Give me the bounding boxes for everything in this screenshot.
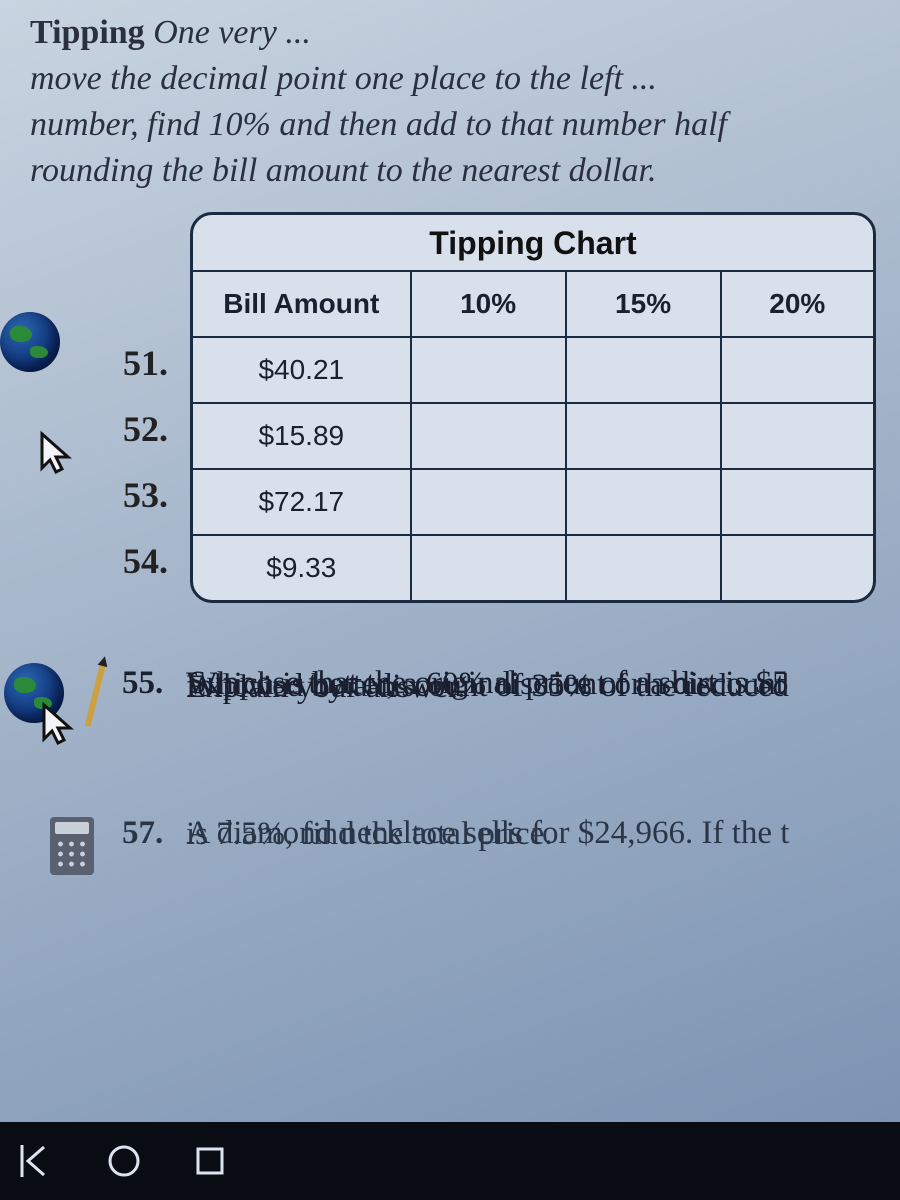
nav-recent-button[interactable] — [190, 1141, 230, 1181]
tipping-chart-table: Tipping Chart Bill Amount 10% 15% 20% $4… — [190, 212, 876, 603]
cell — [566, 535, 721, 600]
nav-home-button[interactable] — [104, 1141, 144, 1181]
row-number-53: 53. — [0, 462, 190, 528]
question-55: 55. Suppose that the original price of a… — [0, 661, 900, 721]
row-number-51: 51. — [0, 330, 190, 396]
cell-bill: $72.17 — [193, 469, 411, 535]
table-row: $72.17 — [193, 469, 873, 535]
cell-bill: $40.21 — [193, 337, 411, 403]
calculator-icon — [50, 817, 94, 875]
question-55-body: 55. Suppose that the original price of a… — [122, 661, 894, 711]
table-row: $9.33 — [193, 535, 873, 600]
row-number-label: 51. — [123, 342, 168, 384]
question-number: 57. — [122, 811, 180, 857]
globe-icon — [0, 312, 60, 372]
nav-back-button[interactable] — [18, 1141, 58, 1181]
question-57-icon-col — [0, 811, 122, 875]
row-number-label: 52. — [123, 408, 168, 450]
cell — [411, 535, 566, 600]
table-header-row: Bill Amount 10% 15% 20% — [193, 272, 873, 337]
textbook-page: Tipping One very ... move the decimal po… — [0, 0, 900, 875]
col-15pct: 15% — [566, 272, 721, 337]
pencil-icon — [85, 665, 106, 727]
heading-rest: One very ... — [145, 14, 311, 51]
cell — [566, 469, 721, 535]
cell — [566, 337, 721, 403]
col-bill-amount: Bill Amount — [193, 272, 411, 337]
cell — [411, 403, 566, 469]
row-number-54: 54. — [0, 528, 190, 594]
heading-line-1: Tipping One very ... — [0, 10, 900, 56]
cell — [721, 403, 873, 469]
cell-bill: $9.33 — [193, 535, 411, 600]
cell — [411, 337, 566, 403]
taskbar — [0, 1122, 900, 1200]
col-10pct: 10% — [411, 272, 566, 337]
section-heading: Tipping One very ... move the decimal po… — [0, 10, 900, 194]
heading-line-4: rounding the bill amount to the nearest … — [0, 148, 900, 194]
question-57-body: 57. A diamond necklace sells for $24,966… — [122, 811, 894, 858]
row-number-label: 54. — [123, 540, 168, 582]
cell — [721, 469, 873, 535]
question-55-icon-col — [0, 661, 122, 721]
chart-title: Tipping Chart — [193, 215, 873, 272]
table-row: $15.89 — [193, 403, 873, 469]
question-number: 55. — [122, 661, 180, 707]
cell — [721, 337, 873, 403]
heading-line-3: number, find 10% and then add to that nu… — [0, 102, 900, 148]
cell — [566, 403, 721, 469]
heading-line-2: move the decimal point one place to the … — [0, 56, 900, 102]
cell-bill: $15.89 — [193, 403, 411, 469]
cell — [411, 469, 566, 535]
table-row: $40.21 — [193, 337, 873, 403]
row-numbers-column: 51. 52. 53. 54. — [0, 212, 190, 594]
heading-title: Tipping — [30, 14, 145, 51]
tipping-chart-area: 51. 52. 53. 54. Tipping Chart B — [0, 212, 900, 603]
row-number-label: 53. — [123, 474, 168, 516]
cell — [721, 535, 873, 600]
tipping-table: Bill Amount 10% 15% 20% $40.21 $15.89 — [193, 272, 873, 600]
question-57: 57. A diamond necklace sells for $24,966… — [0, 811, 900, 875]
row-number-52: 52. — [0, 396, 190, 462]
col-20pct: 20% — [721, 272, 873, 337]
